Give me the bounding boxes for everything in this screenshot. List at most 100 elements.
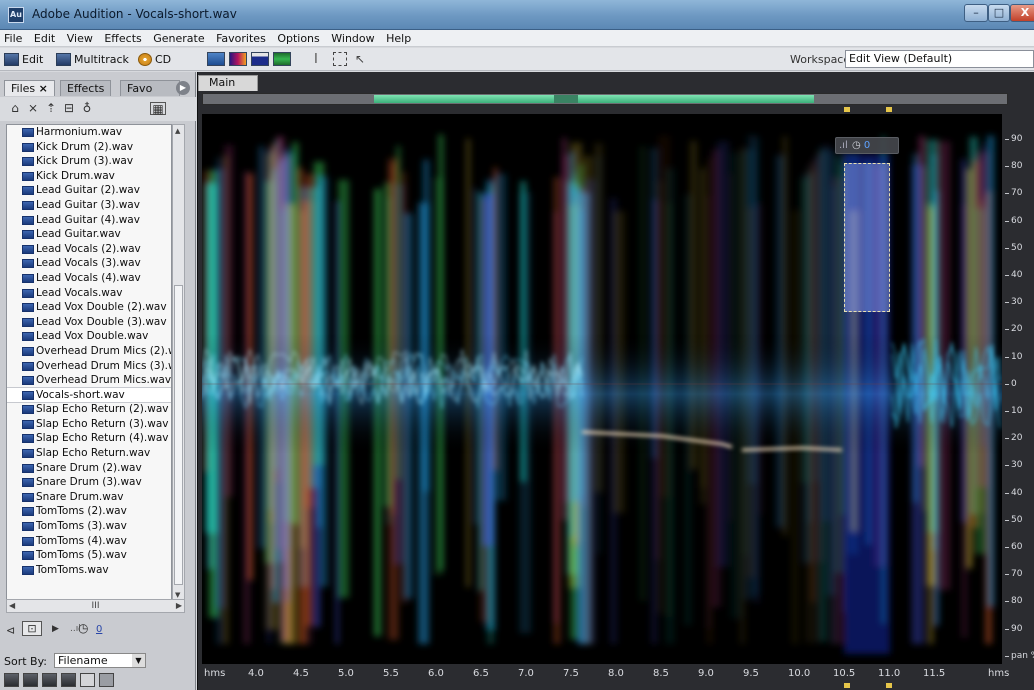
volume-knob-icon[interactable]: ◷: [852, 140, 864, 151]
file-list-item[interactable]: Harmonium.wav: [7, 125, 171, 140]
file-list-item[interactable]: Slap Echo Return (3).wav: [7, 417, 171, 432]
open-file-icon[interactable]: ⌂: [11, 101, 19, 115]
file-list-item[interactable]: Lead Vox Double (2).wav: [7, 300, 171, 315]
menu-window[interactable]: Window: [331, 32, 375, 45]
hscroll-grip[interactable]: III: [91, 601, 100, 611]
selection-volume-control[interactable]: .ıl ◷ 0: [835, 137, 899, 154]
spectral-frequency-icon[interactable]: [229, 52, 247, 66]
time-selection-tool-icon[interactable]: I: [314, 52, 318, 67]
marquee-tool-icon[interactable]: [333, 52, 347, 66]
file-list-item[interactable]: Slap Echo Return.wav: [7, 446, 171, 461]
file-list-item[interactable]: Slap Echo Return (4).wav: [7, 431, 171, 446]
file-list-item[interactable]: Overhead Drum Mics (2).wav: [7, 344, 171, 359]
menu-edit[interactable]: Edit: [33, 32, 56, 45]
audio-filter-icon[interactable]: [4, 673, 19, 687]
file-list-item[interactable]: Overhead Drum Mics.wav: [7, 373, 171, 388]
play-icon[interactable]: ▶: [52, 624, 59, 634]
selection-start-marker-bottom[interactable]: [844, 683, 850, 688]
file-list-item[interactable]: Snare Drum.wav: [7, 490, 171, 505]
scroll-up-arrow-icon[interactable]: ▲: [175, 127, 181, 135]
session-filter-icon[interactable]: [99, 673, 114, 687]
menu-file[interactable]: File: [4, 32, 23, 45]
file-list-item[interactable]: TomToms (2).wav: [7, 504, 171, 519]
menu-effects[interactable]: Effects: [104, 32, 142, 45]
file-list-item[interactable]: Lead Vocals (2).wav: [7, 242, 171, 257]
cd-view-button[interactable]: CD: [138, 51, 171, 68]
file-list-item[interactable]: TomToms (4).wav: [7, 534, 171, 549]
panel-options-icon[interactable]: ▦: [150, 102, 166, 116]
loop-filter-icon[interactable]: [23, 673, 38, 687]
multitrack-view-button[interactable]: Multitrack: [56, 51, 129, 68]
selection-start-marker[interactable]: [844, 107, 850, 112]
workspace-select[interactable]: Edit View (Default): [845, 50, 1034, 68]
file-list-item[interactable]: Snare Drum (3).wav: [7, 475, 171, 490]
file-list-item[interactable]: Snare Drum (2).wav: [7, 461, 171, 476]
waveform-display-icon[interactable]: [207, 52, 225, 66]
volume-knob-icon[interactable]: ◷: [78, 621, 89, 635]
file-list-item[interactable]: Lead Guitar.wav: [7, 227, 171, 242]
spectral-pan-display[interactable]: .ıl ◷ 0: [202, 114, 1002, 664]
play-file-icon[interactable]: ♁: [82, 101, 92, 115]
file-list-item[interactable]: TomToms.wav: [7, 563, 171, 578]
file-list-item[interactable]: Lead Vox Double (3).wav: [7, 315, 171, 330]
file-list-item[interactable]: Lead Guitar (4).wav: [7, 213, 171, 228]
panel-scroll-right-icon[interactable]: ▶: [176, 81, 190, 95]
menu-view[interactable]: View: [66, 32, 93, 45]
close-button[interactable]: X: [1010, 4, 1034, 22]
file-list-item[interactable]: Kick Drum (3).wav: [7, 154, 171, 169]
pan-axis-tick: 40: [1004, 270, 1023, 280]
scroll-right-arrow-icon[interactable]: ▶: [175, 601, 182, 610]
close-tab-icon[interactable]: ×: [38, 82, 48, 95]
zoom-overview-bar[interactable]: [202, 93, 1008, 105]
insert-into-multitrack-icon[interactable]: ⊟: [63, 101, 75, 115]
file-list-item[interactable]: Overhead Drum Mics (3).wav: [7, 359, 171, 374]
tab-effects[interactable]: Effects: [60, 80, 112, 96]
lasso-tool-icon[interactable]: ↖: [355, 52, 366, 66]
file-list-item[interactable]: TomToms (3).wav: [7, 519, 171, 534]
midi-filter-icon[interactable]: [61, 673, 76, 687]
file-list-item[interactable]: Slap Echo Return (2).wav: [7, 402, 171, 417]
tab-main[interactable]: Main: [198, 75, 258, 91]
file-list-item[interactable]: Lead Vocals (3).wav: [7, 256, 171, 271]
import-file-icon[interactable]: ⇡: [45, 101, 57, 115]
file-list-item[interactable]: TomToms (5).wav: [7, 548, 171, 563]
spectral-phase-icon[interactable]: [273, 52, 291, 66]
minimize-button[interactable]: –: [964, 4, 988, 22]
tab-files[interactable]: Files ×: [4, 80, 55, 96]
file-list-item[interactable]: Lead Vocals.wav: [7, 286, 171, 301]
file-list-item[interactable]: Lead Guitar (2).wav: [7, 183, 171, 198]
maximize-button[interactable]: □: [988, 4, 1010, 22]
selection-end-marker[interactable]: [886, 107, 892, 112]
menu-generate[interactable]: Generate: [153, 32, 205, 45]
menu-help[interactable]: Help: [386, 32, 412, 45]
video-filter-icon[interactable]: [42, 673, 57, 687]
time-ruler[interactable]: hms 4.0 4.5 5.0 5.5 6.0 6.5 7.0 7.5 8.0 8.5 9.0 9.5 1…: [202, 668, 1009, 684]
file-list-item[interactable]: Lead Guitar (3).wav: [7, 198, 171, 213]
auto-play-icon[interactable]: ⊲: [6, 624, 16, 637]
volume-value[interactable]: 0: [96, 624, 103, 635]
menu-favorites[interactable]: Favorites: [216, 32, 266, 45]
sort-by-select[interactable]: Filename ▼: [54, 653, 146, 668]
spectral-pan-icon[interactable]: [251, 52, 269, 66]
edit-view-button[interactable]: Edit: [4, 51, 43, 68]
loop-icon[interactable]: ⊡: [22, 621, 42, 636]
tab-favorites[interactable]: Favo: [120, 80, 180, 96]
file-list-vertical-scrollbar[interactable]: ▲ ▼: [172, 124, 185, 604]
file-list-item[interactable]: Kick Drum.wav: [7, 169, 171, 184]
file-list-item[interactable]: Vocals-short.wav: [7, 386, 171, 404]
scroll-left-arrow-icon[interactable]: ◀: [9, 601, 16, 610]
file-list-horizontal-scrollbar[interactable]: ◀ III ▶: [6, 599, 185, 613]
scrollbar-thumb[interactable]: [174, 285, 183, 585]
filter-funnel-icon[interactable]: [80, 673, 95, 687]
file-list-item[interactable]: Lead Vocals (4).wav: [7, 271, 171, 286]
scroll-down-arrow-icon[interactable]: ▼: [175, 591, 181, 599]
file-list-item[interactable]: Lead Vox Double.wav: [7, 329, 171, 344]
marquee-selection[interactable]: [844, 163, 890, 312]
selection-end-marker-bottom[interactable]: [886, 683, 892, 688]
file-list-item[interactable]: Kick Drum (2).wav: [7, 140, 171, 155]
close-file-icon[interactable]: ⨯: [27, 101, 39, 115]
menu-options[interactable]: Options: [277, 32, 320, 45]
file-name: Snare Drum (2).wav: [36, 461, 142, 474]
visible-range-indicator[interactable]: [374, 95, 814, 103]
selection-volume-value[interactable]: 0: [863, 140, 871, 151]
